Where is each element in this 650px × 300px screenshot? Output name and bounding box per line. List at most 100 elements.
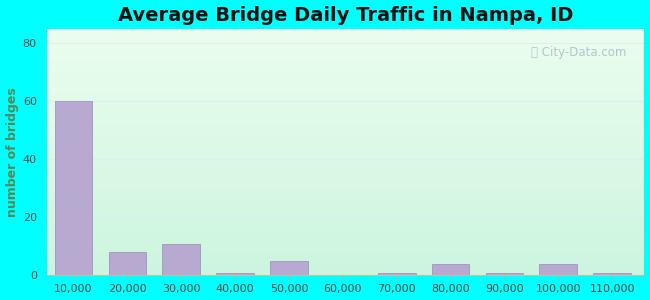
Bar [47,225,644,226]
Bar [47,172,644,173]
Bar [47,222,644,224]
Bar [47,35,644,36]
Bar [47,188,644,189]
Bar [47,63,644,64]
Bar [47,34,644,35]
Bar [47,230,644,231]
Bar [47,263,644,264]
Bar [47,100,644,102]
Bar [47,213,644,214]
Bar [47,161,644,162]
Bar [47,68,644,70]
Bar [47,60,644,61]
Bar [47,256,644,257]
Bar [47,47,644,49]
Bar [47,36,644,38]
Bar [47,240,644,241]
Bar [47,185,644,187]
Bar [47,89,644,91]
Bar [47,53,644,55]
Bar [47,235,644,236]
Bar [47,119,644,120]
Bar [47,88,644,89]
Bar [47,141,644,142]
Bar [47,58,644,60]
Bar [47,123,644,124]
Bar [47,84,644,86]
Bar [47,77,644,78]
Bar [47,190,644,192]
Bar [47,143,644,145]
Bar [47,206,644,208]
Bar [47,70,644,71]
Bar [47,214,644,215]
Bar [47,145,644,146]
Bar [47,146,644,147]
Bar [47,105,644,106]
Bar [47,134,644,135]
Bar [47,233,644,235]
Bar [47,83,644,84]
Bar [47,110,644,112]
Bar [47,192,644,193]
Bar [47,232,644,233]
Bar [47,198,644,199]
Bar [162,244,200,275]
Bar [540,264,577,275]
Bar [109,252,146,275]
Bar [47,227,644,229]
Bar [47,56,644,57]
Bar [47,205,644,206]
Bar [47,271,644,272]
Bar [47,203,644,204]
Bar [47,78,644,80]
Bar [47,181,644,182]
Bar [47,92,644,93]
Bar [47,121,644,123]
Bar [47,157,644,158]
Bar [47,136,644,137]
Bar [47,51,644,52]
Bar [47,237,644,238]
Bar [47,74,644,76]
Bar [47,177,644,178]
Bar [47,46,644,47]
Bar [593,272,631,275]
Bar [432,264,469,275]
Bar [47,253,644,254]
Bar [47,264,644,266]
Bar [47,128,644,129]
Bar [47,33,644,34]
Bar [47,126,644,128]
Bar [47,251,644,252]
Bar [47,158,644,160]
Bar [47,258,644,260]
Bar [47,55,644,56]
Bar [47,140,644,141]
Bar [47,61,644,62]
Bar [47,246,644,247]
Bar [47,30,644,31]
Bar [47,248,644,250]
Bar [47,42,644,44]
Bar [378,272,415,275]
Bar [47,183,644,184]
Bar [47,171,644,172]
Bar [47,216,644,217]
Bar [47,195,644,196]
Bar [47,148,644,150]
Bar [47,219,644,220]
Bar [47,114,644,115]
Bar [47,273,644,274]
Bar [47,116,644,118]
Bar [47,241,644,242]
Bar [47,97,644,98]
Bar [47,220,644,221]
Bar [47,73,644,74]
Bar [47,129,644,130]
Bar [47,45,644,46]
Bar [47,244,644,246]
Bar [47,272,644,273]
Bar [47,125,644,126]
Bar [47,257,644,258]
